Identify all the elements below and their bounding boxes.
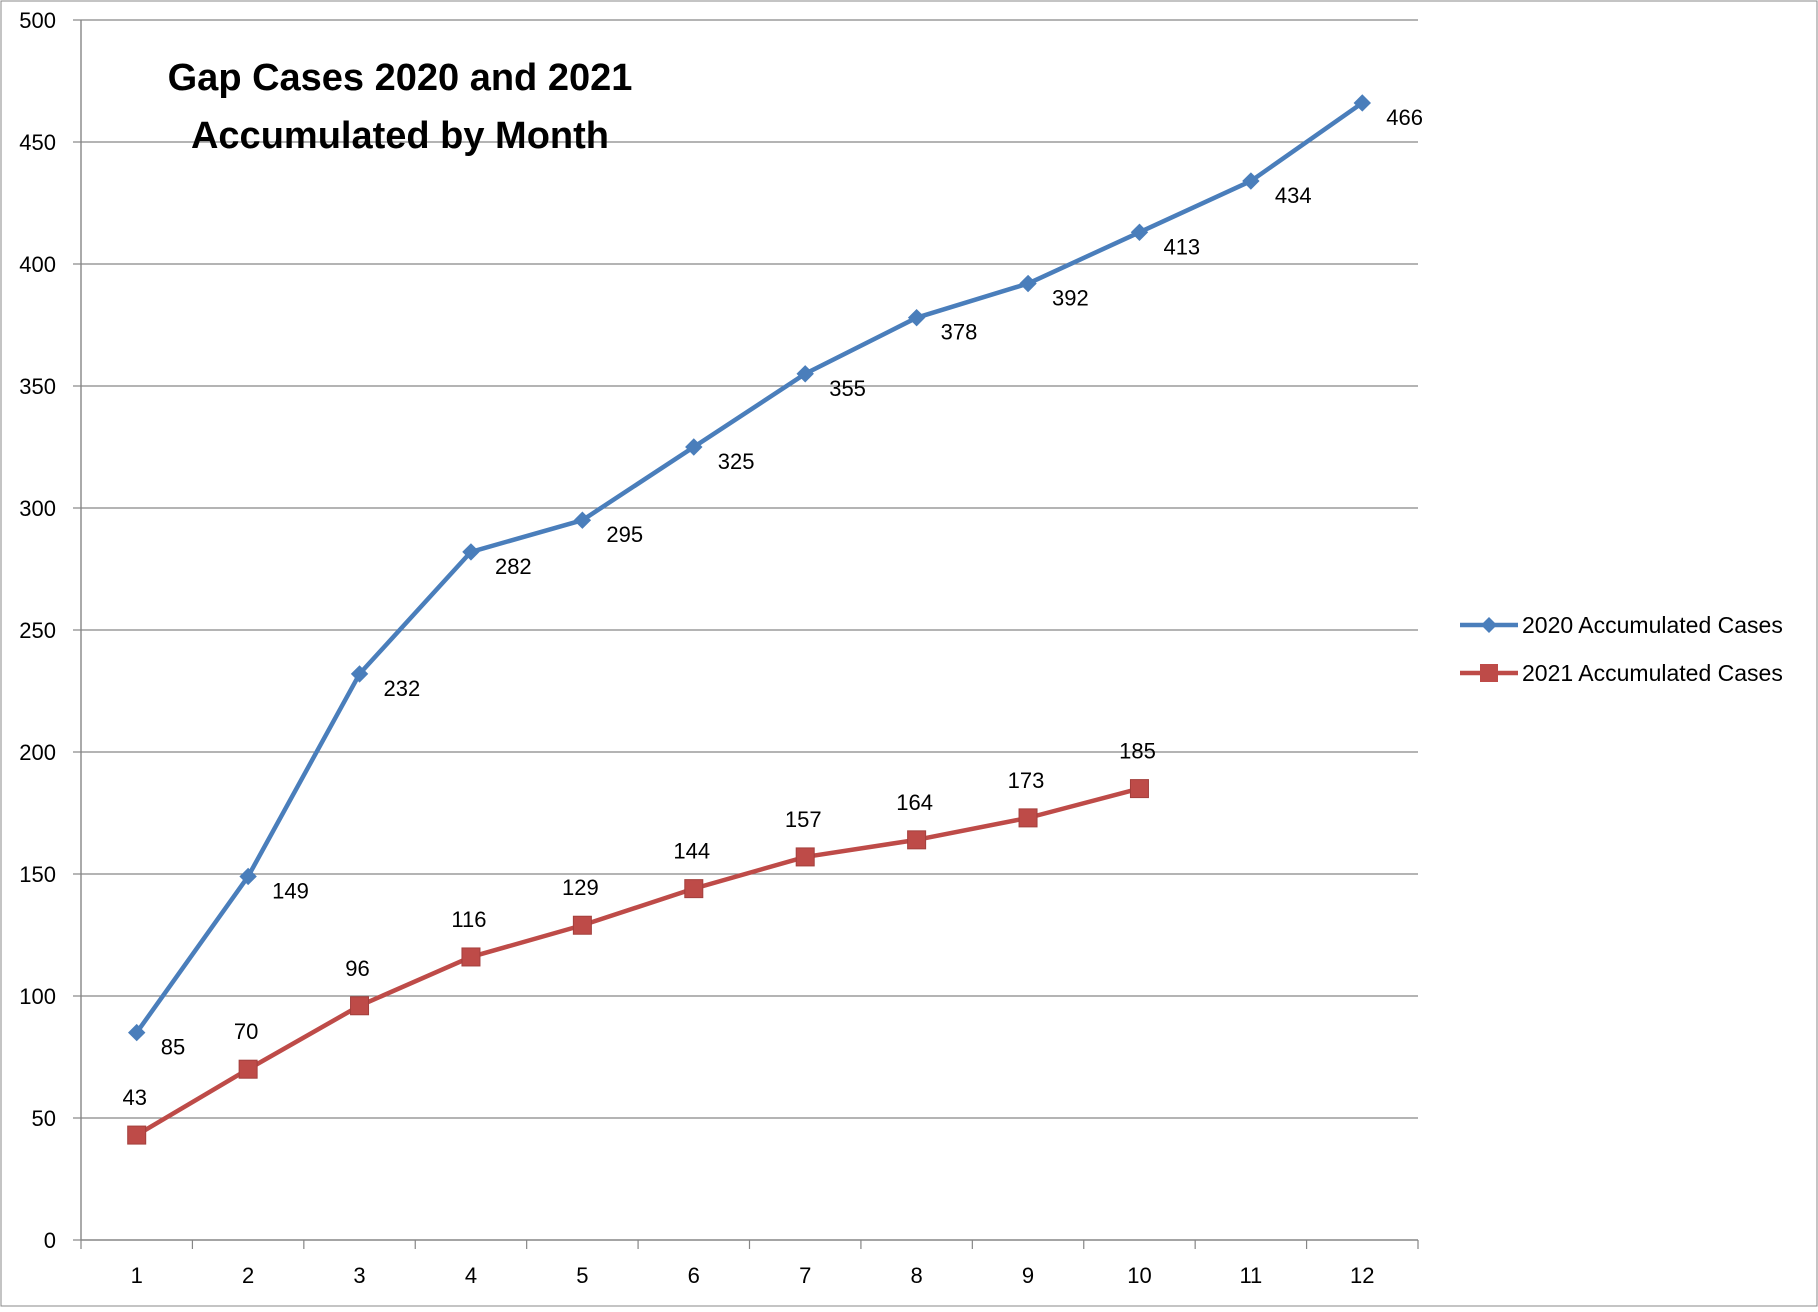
chart-title-line-2: Accumulated by Month xyxy=(191,115,609,157)
legend-label: 2021 Accumulated Cases xyxy=(1522,660,1783,686)
data-label: 378 xyxy=(941,320,978,345)
data-label: 232 xyxy=(384,676,421,701)
data-label: 149 xyxy=(272,878,309,903)
data-point xyxy=(238,1059,258,1079)
data-label: 85 xyxy=(161,1035,185,1060)
data-label: 295 xyxy=(606,522,643,547)
data-point xyxy=(1018,808,1038,828)
x-tick-label: 1 xyxy=(131,1263,143,1288)
x-tick-label: 7 xyxy=(799,1263,811,1288)
y-tick-label: 450 xyxy=(19,130,56,155)
legend: 2020 Accumulated Cases 2021 Accumulated C… xyxy=(1460,612,1783,686)
chart-title-line-1: Gap Cases 2020 and 2021 xyxy=(168,57,633,99)
data-point xyxy=(907,308,926,327)
gridlines xyxy=(81,19,1418,1119)
x-tick-label: 5 xyxy=(576,1263,588,1288)
data-label: 185 xyxy=(1119,739,1156,764)
data-label: 157 xyxy=(785,807,822,832)
y-tick-label: 500 xyxy=(19,8,56,33)
series-2 xyxy=(127,779,1149,1145)
x-tick-label: 2 xyxy=(242,1263,254,1288)
y-tick-label: 100 xyxy=(19,984,56,1009)
y-tick-label: 400 xyxy=(19,252,56,277)
data-point xyxy=(795,847,815,867)
x-tick-label: 11 xyxy=(1239,1263,1262,1288)
data-label: 116 xyxy=(451,907,486,932)
data-label: 96 xyxy=(345,956,369,981)
data-point xyxy=(684,879,704,899)
data-point xyxy=(462,543,480,561)
data-label: 434 xyxy=(1275,183,1312,208)
series-layer xyxy=(127,94,1371,1145)
y-tick-label: 0 xyxy=(44,1228,56,1253)
series-line xyxy=(134,101,1364,1034)
data-point xyxy=(1129,779,1149,799)
x-tick-label: 3 xyxy=(353,1263,365,1288)
data-label: 173 xyxy=(1008,768,1045,793)
data-point xyxy=(573,511,592,529)
y-tick-label: 300 xyxy=(19,496,56,521)
legend-item-2: 2021 Accumulated Cases xyxy=(1460,660,1783,686)
data-point xyxy=(350,996,370,1016)
legend-label: 2020 Accumulated Cases xyxy=(1522,612,1783,638)
legend-item-1: 2020 Accumulated Cases xyxy=(1460,612,1783,638)
data-point xyxy=(1130,223,1149,241)
data-point xyxy=(239,867,257,886)
x-tick-label: 10 xyxy=(1127,1263,1151,1288)
data-point xyxy=(685,438,703,456)
data-point xyxy=(1019,274,1037,293)
legend-marker xyxy=(1480,664,1498,682)
data-label: 144 xyxy=(673,839,710,864)
data-labels: 85 149 232 282 295 325 355 378 392 413 434 466 43 70 9… xyxy=(122,105,1423,1110)
data-point xyxy=(461,947,481,967)
data-point xyxy=(127,1125,147,1145)
data-label: 392 xyxy=(1052,286,1089,311)
data-label: 355 xyxy=(829,376,866,401)
data-point xyxy=(128,1023,146,1042)
x-tick-label: 12 xyxy=(1350,1263,1374,1288)
data-label: 413 xyxy=(1163,234,1200,259)
data-point xyxy=(1242,172,1260,190)
data-label: 325 xyxy=(718,449,755,474)
data-point xyxy=(350,665,369,683)
y-tick-label: 150 xyxy=(19,862,56,887)
x-tick-label: 6 xyxy=(688,1263,700,1288)
x-tick-label: 9 xyxy=(1022,1263,1034,1288)
data-label: 70 xyxy=(234,1019,258,1044)
data-point xyxy=(907,830,927,850)
y-tick-label: 50 xyxy=(32,1106,56,1131)
chart-title: Gap Cases 2020 and 2021 Accumulated by M… xyxy=(168,57,633,157)
y-tick-label: 350 xyxy=(19,374,56,399)
data-label: 282 xyxy=(495,554,532,579)
data-label: 164 xyxy=(896,790,933,815)
legend-marker xyxy=(1481,617,1497,633)
y-tick-label: 250 xyxy=(19,618,56,643)
data-label: 129 xyxy=(562,875,599,900)
series-1 xyxy=(128,94,1371,1042)
x-tick-label: 8 xyxy=(911,1263,923,1288)
data-point xyxy=(1353,94,1371,112)
data-point xyxy=(572,915,592,935)
data-label: 466 xyxy=(1386,105,1423,130)
data-point xyxy=(796,365,814,383)
x-tick-label: 4 xyxy=(465,1263,477,1288)
data-label: 43 xyxy=(122,1085,146,1110)
y-tick-label: 200 xyxy=(19,740,56,765)
series-line xyxy=(135,786,1141,1138)
